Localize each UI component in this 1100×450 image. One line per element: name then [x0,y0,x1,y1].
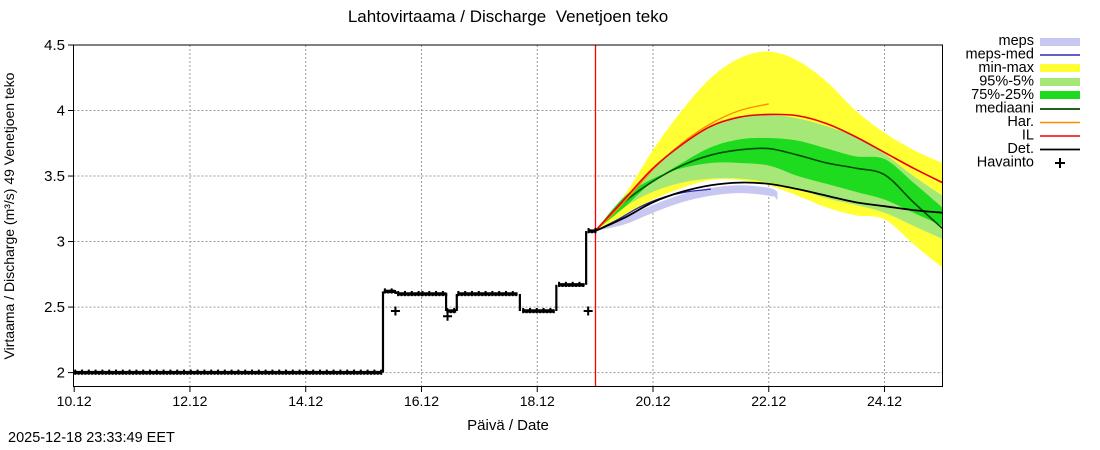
svg-text:12.12: 12.12 [172,393,207,409]
svg-text:2025-12-18 23:33:49 EET: 2025-12-18 23:33:49 EET [8,430,175,446]
svg-text:2.5: 2.5 [44,299,65,316]
svg-text:20.12: 20.12 [635,393,670,409]
svg-text:3: 3 [57,234,65,251]
svg-text:Virtaama / Discharge (m³/s) 4: Virtaama / Discharge (m³/s) 49 Venetjoen… [1,72,17,359]
svg-text:18.12: 18.12 [520,393,555,409]
svg-text:4: 4 [57,103,65,120]
svg-text:Lahtovirtaama / Discharge Ven: Lahtovirtaama / Discharge Venetjoen teko [348,7,668,26]
svg-text:10.12: 10.12 [57,393,92,409]
svg-text:2: 2 [57,365,65,382]
svg-text:4.5: 4.5 [44,37,65,54]
svg-text:24.12: 24.12 [867,393,902,409]
svg-text:3.5: 3.5 [44,168,65,185]
svg-text:14.12: 14.12 [288,393,323,409]
svg-text:Päivä / Date: Päivä / Date [467,417,549,434]
svg-text:16.12: 16.12 [404,393,439,409]
svg-text:Havainto: Havainto [977,155,1034,171]
svg-text:22.12: 22.12 [751,393,786,409]
